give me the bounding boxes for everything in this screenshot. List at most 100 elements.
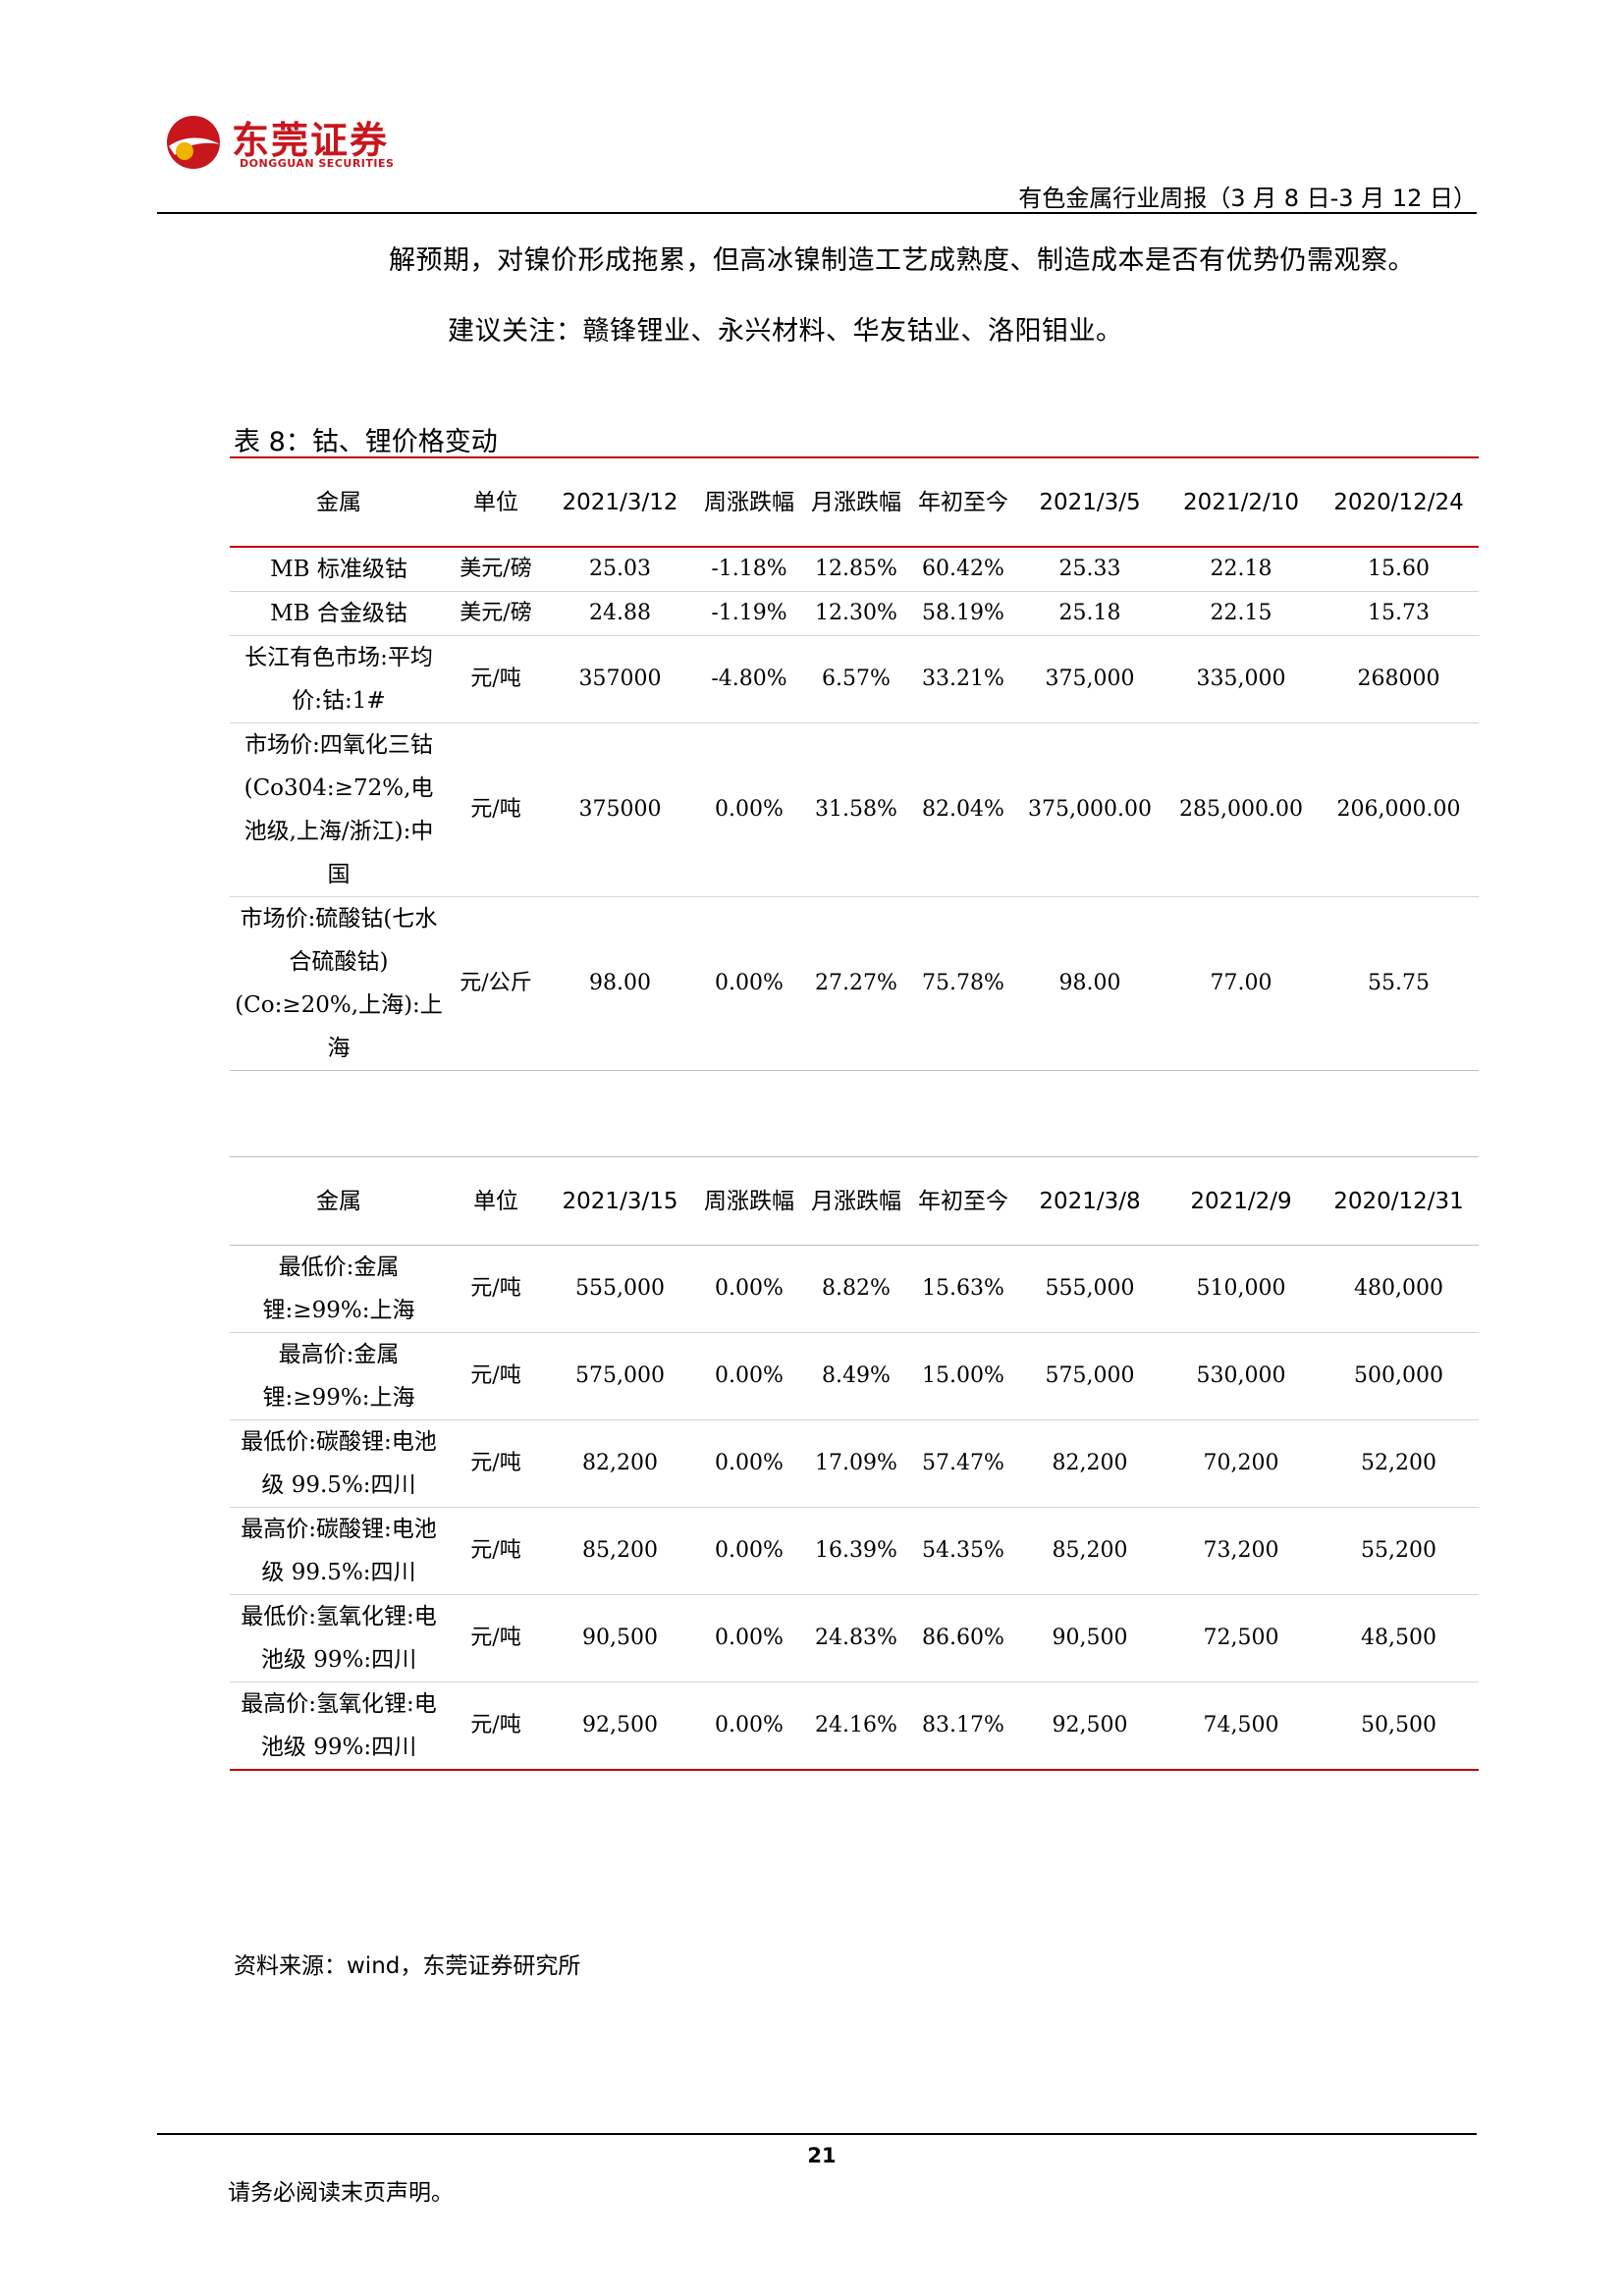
value-cell: 12.85%: [802, 547, 910, 592]
column-header: 月涨跌幅: [802, 457, 910, 548]
value-cell: 206,000.00: [1319, 722, 1479, 897]
value-cell: 0.00%: [696, 1594, 802, 1682]
column-header: 金属: [230, 457, 448, 548]
value-cell: 82.04%: [910, 722, 1016, 897]
table-header-row: 金属 单位 2021/3/15 周涨跌幅 月涨跌幅 年初至今 2021/3/8 2021/2/…: [230, 1156, 1479, 1246]
value-cell: 6.57%: [802, 635, 910, 723]
value-cell: 25.18: [1016, 591, 1164, 636]
value-cell: 15.00%: [910, 1332, 1016, 1420]
value-cell: 75.78%: [910, 896, 1016, 1071]
brand-mark-icon: [167, 116, 220, 169]
column-header: 2021/2/9: [1164, 1156, 1319, 1246]
value-cell: 268000: [1319, 635, 1479, 723]
value-cell: 25.33: [1016, 547, 1164, 592]
column-header: 金属: [230, 1156, 448, 1246]
metal-name-cell: 最高价:氢氧化锂:电池级 99%:四川: [230, 1682, 448, 1771]
value-cell: 85,200: [1016, 1507, 1164, 1595]
column-header: 2021/3/12: [544, 457, 696, 548]
value-cell: 22.15: [1164, 591, 1319, 636]
brand-name-en: DONGGUAN SECURITIES: [240, 157, 395, 170]
value-cell: 92,500: [1016, 1682, 1164, 1771]
value-cell: 0.00%: [696, 896, 802, 1071]
value-cell: 48,500: [1319, 1594, 1479, 1682]
value-cell: -1.19%: [696, 591, 802, 636]
value-cell: 24.88: [544, 591, 696, 636]
value-cell: 16.39%: [802, 1507, 910, 1595]
column-header: 2020/12/24: [1319, 457, 1479, 548]
value-cell: 0.00%: [696, 1682, 802, 1771]
value-cell: 74,500: [1164, 1682, 1319, 1771]
metal-name-cell: 最低价:氢氧化锂:电池级 99%:四川: [230, 1594, 448, 1682]
value-cell: 0.00%: [696, 1332, 802, 1420]
table-row: 最低价:氢氧化锂:电池级 99%:四川 元/吨 90,500 0.00% 24.83% 8…: [230, 1594, 1479, 1682]
value-cell: 8.49%: [802, 1332, 910, 1420]
value-cell: 24.16%: [802, 1682, 910, 1771]
table-row: 市场价:硫酸钴(七水合硫酸钴)(Co:≥20%,上海):上海 元/公斤 98.00 0…: [230, 896, 1479, 1071]
value-cell: 57.47%: [910, 1419, 1016, 1508]
value-cell: 90,500: [1016, 1594, 1164, 1682]
value-cell: 17.09%: [802, 1419, 910, 1508]
value-cell: 92,500: [544, 1682, 696, 1771]
table-row: MB 标准级钴 美元/磅 25.03 -1.18% 12.85% 60.42% 25.33 2…: [230, 547, 1479, 592]
metal-name-cell: MB 标准级钴: [230, 547, 448, 592]
value-cell: 0.00%: [696, 1507, 802, 1595]
page-number: 21: [807, 2144, 837, 2167]
table-row: 长江有色市场:平均价:钴:1# 元/吨 357000 -4.80% 6.57% 33.21…: [230, 635, 1479, 723]
value-cell: 500,000: [1319, 1332, 1479, 1420]
table-row: 最低价:碳酸锂:电池级 99.5%:四川 元/吨 82,200 0.00% 17.09%…: [230, 1419, 1479, 1508]
table-row: 最高价:碳酸锂:电池级 99.5%:四川 元/吨 85,200 0.00% 16.39%…: [230, 1507, 1479, 1595]
value-cell: 98.00: [544, 896, 696, 1071]
value-cell: -4.80%: [696, 635, 802, 723]
value-cell: 86.60%: [910, 1594, 1016, 1682]
value-cell: 555,000: [1016, 1245, 1164, 1333]
data-source-note: 资料来源：wind，东莞证券研究所: [234, 1953, 581, 1979]
column-header: 单位: [448, 1156, 544, 1246]
value-cell: 58.19%: [910, 591, 1016, 636]
unit-cell: 元/吨: [448, 1594, 544, 1682]
table-row: 市场价:四氧化三钴(Co304:≥72%,电池级,上海/浙江):中国 元/吨 375…: [230, 722, 1479, 897]
value-cell: 510,000: [1164, 1245, 1319, 1333]
value-cell: 15.60: [1319, 547, 1479, 592]
value-cell: 83.17%: [910, 1682, 1016, 1771]
value-cell: 70,200: [1164, 1419, 1319, 1508]
value-cell: 25.03: [544, 547, 696, 592]
value-cell: 82,200: [544, 1419, 696, 1508]
unit-cell: 元/吨: [448, 1332, 544, 1420]
footer-disclaimer: 请务必阅读末页声明。: [228, 2180, 454, 2206]
value-cell: 77.00: [1164, 896, 1319, 1071]
value-cell: 335,000: [1164, 635, 1319, 723]
metal-name-cell: 市场价:硫酸钴(七水合硫酸钴)(Co:≥20%,上海):上海: [230, 896, 448, 1071]
column-header: 月涨跌幅: [802, 1156, 910, 1246]
value-cell: 82,200: [1016, 1419, 1164, 1508]
body-paragraph: 建议关注：赣锋锂业、永兴材料、华友钴业、洛阳钼业。: [448, 316, 1123, 347]
value-cell: 52,200: [1319, 1419, 1479, 1508]
unit-cell: 元/吨: [448, 1682, 544, 1771]
metal-name-cell: 最低价:金属锂:≥99%:上海: [230, 1245, 448, 1333]
value-cell: 0.00%: [696, 1245, 802, 1333]
metal-name-cell: 最高价:金属锂:≥99%:上海: [230, 1332, 448, 1420]
value-cell: 375,000.00: [1016, 722, 1164, 897]
value-cell: 27.27%: [802, 896, 910, 1071]
value-cell: 98.00: [1016, 896, 1164, 1071]
table-row: 最高价:氢氧化锂:电池级 99%:四川 元/吨 92,500 0.00% 24.16% 8…: [230, 1682, 1479, 1771]
value-cell: 33.21%: [910, 635, 1016, 723]
value-cell: 60.42%: [910, 547, 1016, 592]
value-cell: 90,500: [544, 1594, 696, 1682]
column-header: 单位: [448, 457, 544, 548]
value-cell: 357000: [544, 635, 696, 723]
table-row: 最低价:金属锂:≥99%:上海 元/吨 555,000 0.00% 8.82% 15.63…: [230, 1245, 1479, 1333]
unit-cell: 美元/磅: [448, 547, 544, 592]
table-row: MB 合金级钴 美元/磅 24.88 -1.19% 12.30% 58.19% 25.18 2…: [230, 591, 1479, 636]
column-header: 周涨跌幅: [696, 457, 802, 548]
value-cell: 54.35%: [910, 1507, 1016, 1595]
value-cell: 12.30%: [802, 591, 910, 636]
table-header-row: 金属 单位 2021/3/12 周涨跌幅 月涨跌幅 年初至今 2021/3/5 2021/2/…: [230, 457, 1479, 548]
header-divider: [157, 212, 1477, 214]
column-header: 2021/2/10: [1164, 457, 1319, 548]
value-cell: 55,200: [1319, 1507, 1479, 1595]
metal-name-cell: 最高价:碳酸锂:电池级 99.5%:四川: [230, 1507, 448, 1595]
value-cell: 55.75: [1319, 896, 1479, 1071]
metal-name-cell: 市场价:四氧化三钴(Co304:≥72%,电池级,上海/浙江):中国: [230, 722, 448, 897]
value-cell: 555,000: [544, 1245, 696, 1333]
unit-cell: 元/吨: [448, 1419, 544, 1508]
